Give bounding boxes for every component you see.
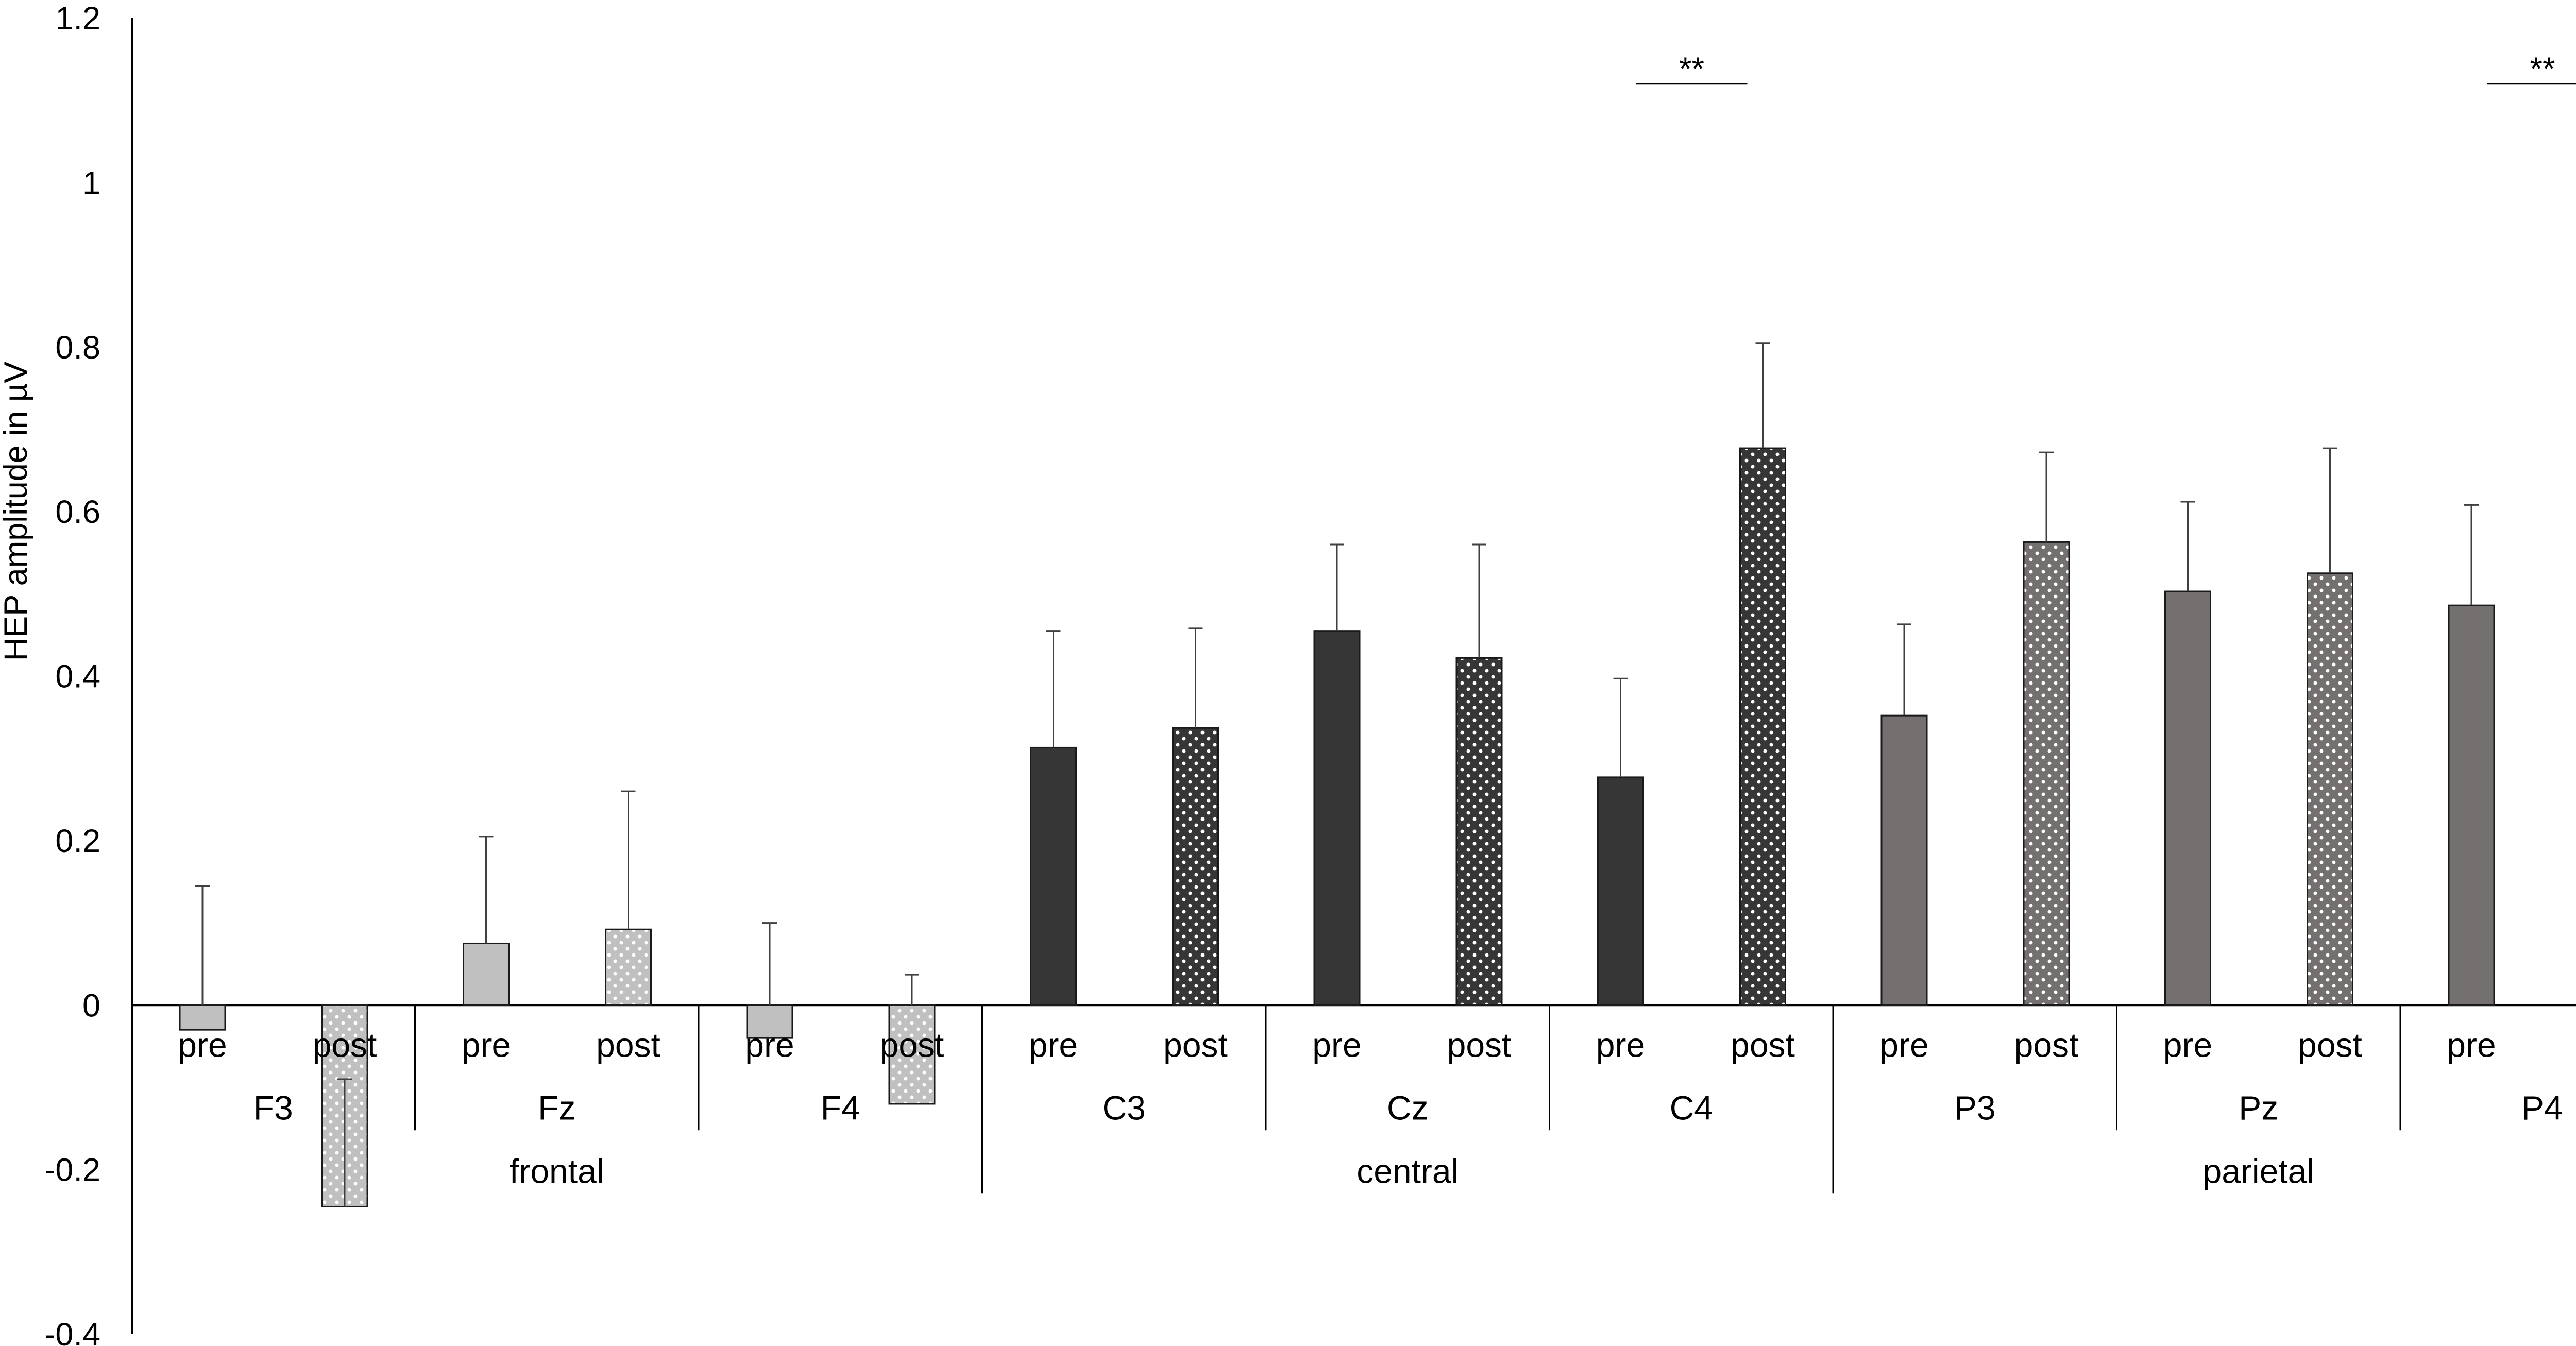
condition-label-fz-post: post	[596, 1026, 660, 1064]
y-tick-label: 1.2	[55, 1, 100, 37]
electrode-label-p3: P3	[1954, 1088, 1996, 1127]
bar-dots-fz-post	[605, 928, 652, 1006]
condition-label-c4-pre: pre	[1596, 1026, 1645, 1064]
bars-layer	[179, 447, 2495, 1207]
significance-marker-c4: **	[1679, 51, 1704, 87]
condition-label-f3-post: post	[313, 1026, 377, 1064]
significance-layer: ** **	[1636, 51, 2576, 87]
bar-dots-pz-post	[2307, 572, 2353, 1006]
condition-label-pz-pre: pre	[2163, 1026, 2212, 1064]
condition-label-cz-post: post	[1447, 1026, 1512, 1064]
electrode-label-f3: F3	[253, 1088, 293, 1127]
electrode-label-pz: Pz	[2239, 1088, 2278, 1127]
y-tick-label: 0.6	[55, 494, 100, 530]
electrode-label-p4: P4	[2521, 1088, 2563, 1127]
y-tick-label: 0	[82, 987, 100, 1024]
bar-c3-pre	[1030, 746, 1077, 1006]
region-label-central: central	[1357, 1152, 1459, 1190]
error-bars-layer	[195, 342, 2479, 1207]
electrode-label-fz: Fz	[538, 1088, 575, 1127]
bar-f3-pre	[179, 1004, 226, 1031]
electrode-label-c3: C3	[1103, 1088, 1146, 1127]
condition-label-c3-pre: pre	[1029, 1026, 1078, 1064]
electrode-label-cz: Cz	[1387, 1088, 1429, 1127]
bar-fz-pre	[463, 942, 510, 1006]
bar-dots-p3-post	[2023, 541, 2070, 1006]
condition-label-fz-pre: pre	[462, 1026, 511, 1064]
bar-dots-c4-post	[1739, 447, 1786, 1006]
y-tick-label: 0.2	[55, 823, 100, 859]
bar-p3-pre	[1880, 714, 1928, 1006]
condition-label-p4-pre: pre	[2447, 1026, 2496, 1064]
y-tick-label: 0.8	[55, 330, 100, 366]
electrode-label-c4: C4	[1670, 1088, 1713, 1127]
condition-label-f4-pre: pre	[745, 1026, 794, 1064]
y-tick-label: -0.4	[44, 1317, 100, 1346]
bar-dots-f4-post	[888, 1004, 936, 1105]
bar-dots-cz-post	[1455, 657, 1503, 1006]
electrode-label-f4: F4	[821, 1088, 860, 1127]
condition-label-p3-post: post	[2014, 1026, 2079, 1064]
condition-label-c3-post: post	[1163, 1026, 1228, 1064]
y-tick-label: 1	[82, 165, 100, 201]
bar-c4-pre	[1597, 776, 1644, 1006]
condition-label-f3-pre: pre	[178, 1026, 227, 1064]
condition-label-pz-post: post	[2298, 1026, 2362, 1064]
bar-p4-pre	[2448, 604, 2495, 1006]
region-label-parietal: parietal	[2203, 1152, 2314, 1190]
condition-label-p3-pre: pre	[1879, 1026, 1928, 1064]
bar-dots-c3-post	[1172, 727, 1219, 1006]
y-axis-title: HEP amplitude in µV	[0, 362, 34, 661]
condition-label-c4-post: post	[1731, 1026, 1795, 1064]
condition-label-cz-pre: pre	[1312, 1026, 1361, 1064]
y-tick-label: 0.4	[55, 659, 100, 695]
significance-marker-p4: **	[2530, 51, 2555, 87]
bar-cz-pre	[1313, 630, 1361, 1006]
bar-pz-pre	[2164, 590, 2211, 1006]
condition-label-f4-post: post	[880, 1026, 944, 1064]
y-tick-label: -0.2	[44, 1152, 100, 1188]
region-label-frontal: frontal	[510, 1152, 604, 1190]
